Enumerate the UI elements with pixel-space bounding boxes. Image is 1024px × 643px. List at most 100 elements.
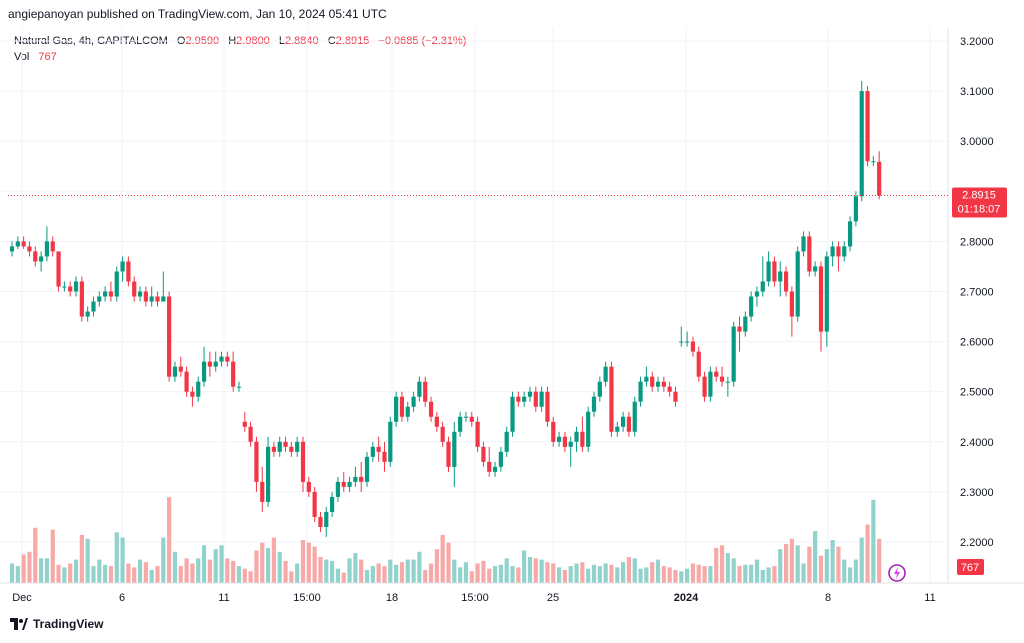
- volume-bar: [737, 566, 742, 583]
- volume-bar: [696, 564, 701, 583]
- candle-body: [376, 446, 381, 452]
- volume-bar: [783, 544, 789, 583]
- volume-bar: [190, 563, 195, 583]
- volume-bar: [481, 560, 486, 583]
- lightning-icon[interactable]: [888, 564, 906, 582]
- x-tick-label: 11: [218, 592, 229, 604]
- candle: [818, 261, 824, 352]
- candle: [21, 236, 26, 249]
- volume-tag-text: 767: [961, 562, 979, 574]
- candle: [341, 471, 346, 492]
- candle-body: [830, 246, 835, 257]
- publisher-line: angiepanoyan published on TradingView.co…: [8, 7, 387, 21]
- volume-bar: [149, 570, 154, 583]
- candle-body: [562, 436, 567, 447]
- candle: [324, 506, 329, 537]
- candle: [568, 436, 573, 467]
- volume-bar: [743, 564, 748, 583]
- candle: [760, 256, 765, 297]
- volume-bar: [236, 566, 242, 583]
- tradingview-logo-icon: [10, 618, 28, 630]
- volume-value: 767: [38, 51, 57, 63]
- candle-body: [242, 421, 247, 427]
- volume-bar: [795, 545, 800, 583]
- tradingview-footer[interactable]: TradingView: [10, 617, 103, 631]
- candle: [312, 486, 317, 522]
- candle: [661, 376, 666, 392]
- candle: [184, 366, 189, 397]
- candle-body: [527, 391, 533, 397]
- candle-body: [411, 396, 416, 407]
- candle-body: [196, 381, 201, 397]
- volume-bar: [21, 554, 26, 583]
- volume-bar: [522, 550, 527, 583]
- candle-body: [458, 416, 463, 432]
- candle-body: [21, 241, 26, 247]
- candle: [551, 416, 556, 447]
- candle-body: [574, 431, 579, 442]
- volume-bar: [353, 553, 358, 583]
- candle: [783, 266, 789, 297]
- candle-body: [655, 381, 661, 387]
- volume-bar: [824, 549, 829, 583]
- candle-body: [62, 286, 67, 288]
- volume-bar: [108, 566, 114, 583]
- candle-body: [68, 286, 73, 292]
- candle-body: [248, 426, 253, 442]
- candle-body: [347, 481, 352, 487]
- candle-body: [423, 381, 428, 402]
- candle: [452, 421, 457, 487]
- y-tick-label: 2.2000: [960, 537, 994, 549]
- volume-bar: [807, 546, 812, 583]
- candle-body: [568, 441, 573, 447]
- candle: [196, 376, 201, 402]
- candle: [836, 241, 841, 272]
- candle-body: [434, 416, 439, 427]
- volume-bar: [312, 546, 317, 583]
- volume-bar: [865, 524, 870, 583]
- candle-body: [650, 376, 655, 387]
- volume-bar: [719, 545, 725, 583]
- candle: [539, 386, 544, 412]
- volume-bar: [289, 571, 294, 583]
- candle-body: [33, 251, 38, 262]
- volume-bar: [265, 547, 271, 583]
- candle: [498, 446, 503, 472]
- countdown-text: 01:18:07: [958, 204, 1001, 216]
- candle-body: [702, 376, 707, 397]
- volume-bar: [359, 559, 364, 583]
- candle-body: [335, 481, 341, 497]
- volume-bar: [609, 564, 614, 583]
- candle-body: [91, 301, 96, 312]
- volume-bar: [690, 563, 696, 583]
- candle-body: [236, 386, 242, 388]
- candle-body: [126, 261, 131, 282]
- candle: [510, 391, 515, 437]
- candle: [335, 476, 341, 502]
- candle: [440, 421, 445, 447]
- candle-body: [149, 296, 154, 302]
- candle: [114, 266, 119, 302]
- candle-body: [795, 251, 800, 317]
- volume-bar: [818, 555, 824, 583]
- volume-bar: [394, 564, 399, 583]
- volume-bar: [423, 570, 428, 583]
- candle: [394, 391, 399, 427]
- candle-body: [225, 356, 230, 362]
- candle: [807, 231, 812, 277]
- volume-bar: [44, 558, 50, 583]
- time-axis[interactable]: Dec 6 11 15:00 18 15:00 25 2024 8 11: [12, 592, 935, 604]
- candle: [446, 436, 451, 472]
- candle-body: [213, 361, 218, 367]
- candle: [289, 441, 294, 457]
- price-axis[interactable]: 3.20003.10003.00002.90002.80002.70002.60…: [960, 36, 994, 549]
- candle-body: [172, 366, 178, 377]
- candle-body: [783, 271, 789, 292]
- candle-body: [184, 371, 189, 392]
- volume-bar: [330, 560, 335, 583]
- volume-bar: [114, 532, 119, 583]
- candle: [353, 466, 358, 487]
- volume-bar: [667, 567, 672, 583]
- volume-bar: [277, 551, 282, 583]
